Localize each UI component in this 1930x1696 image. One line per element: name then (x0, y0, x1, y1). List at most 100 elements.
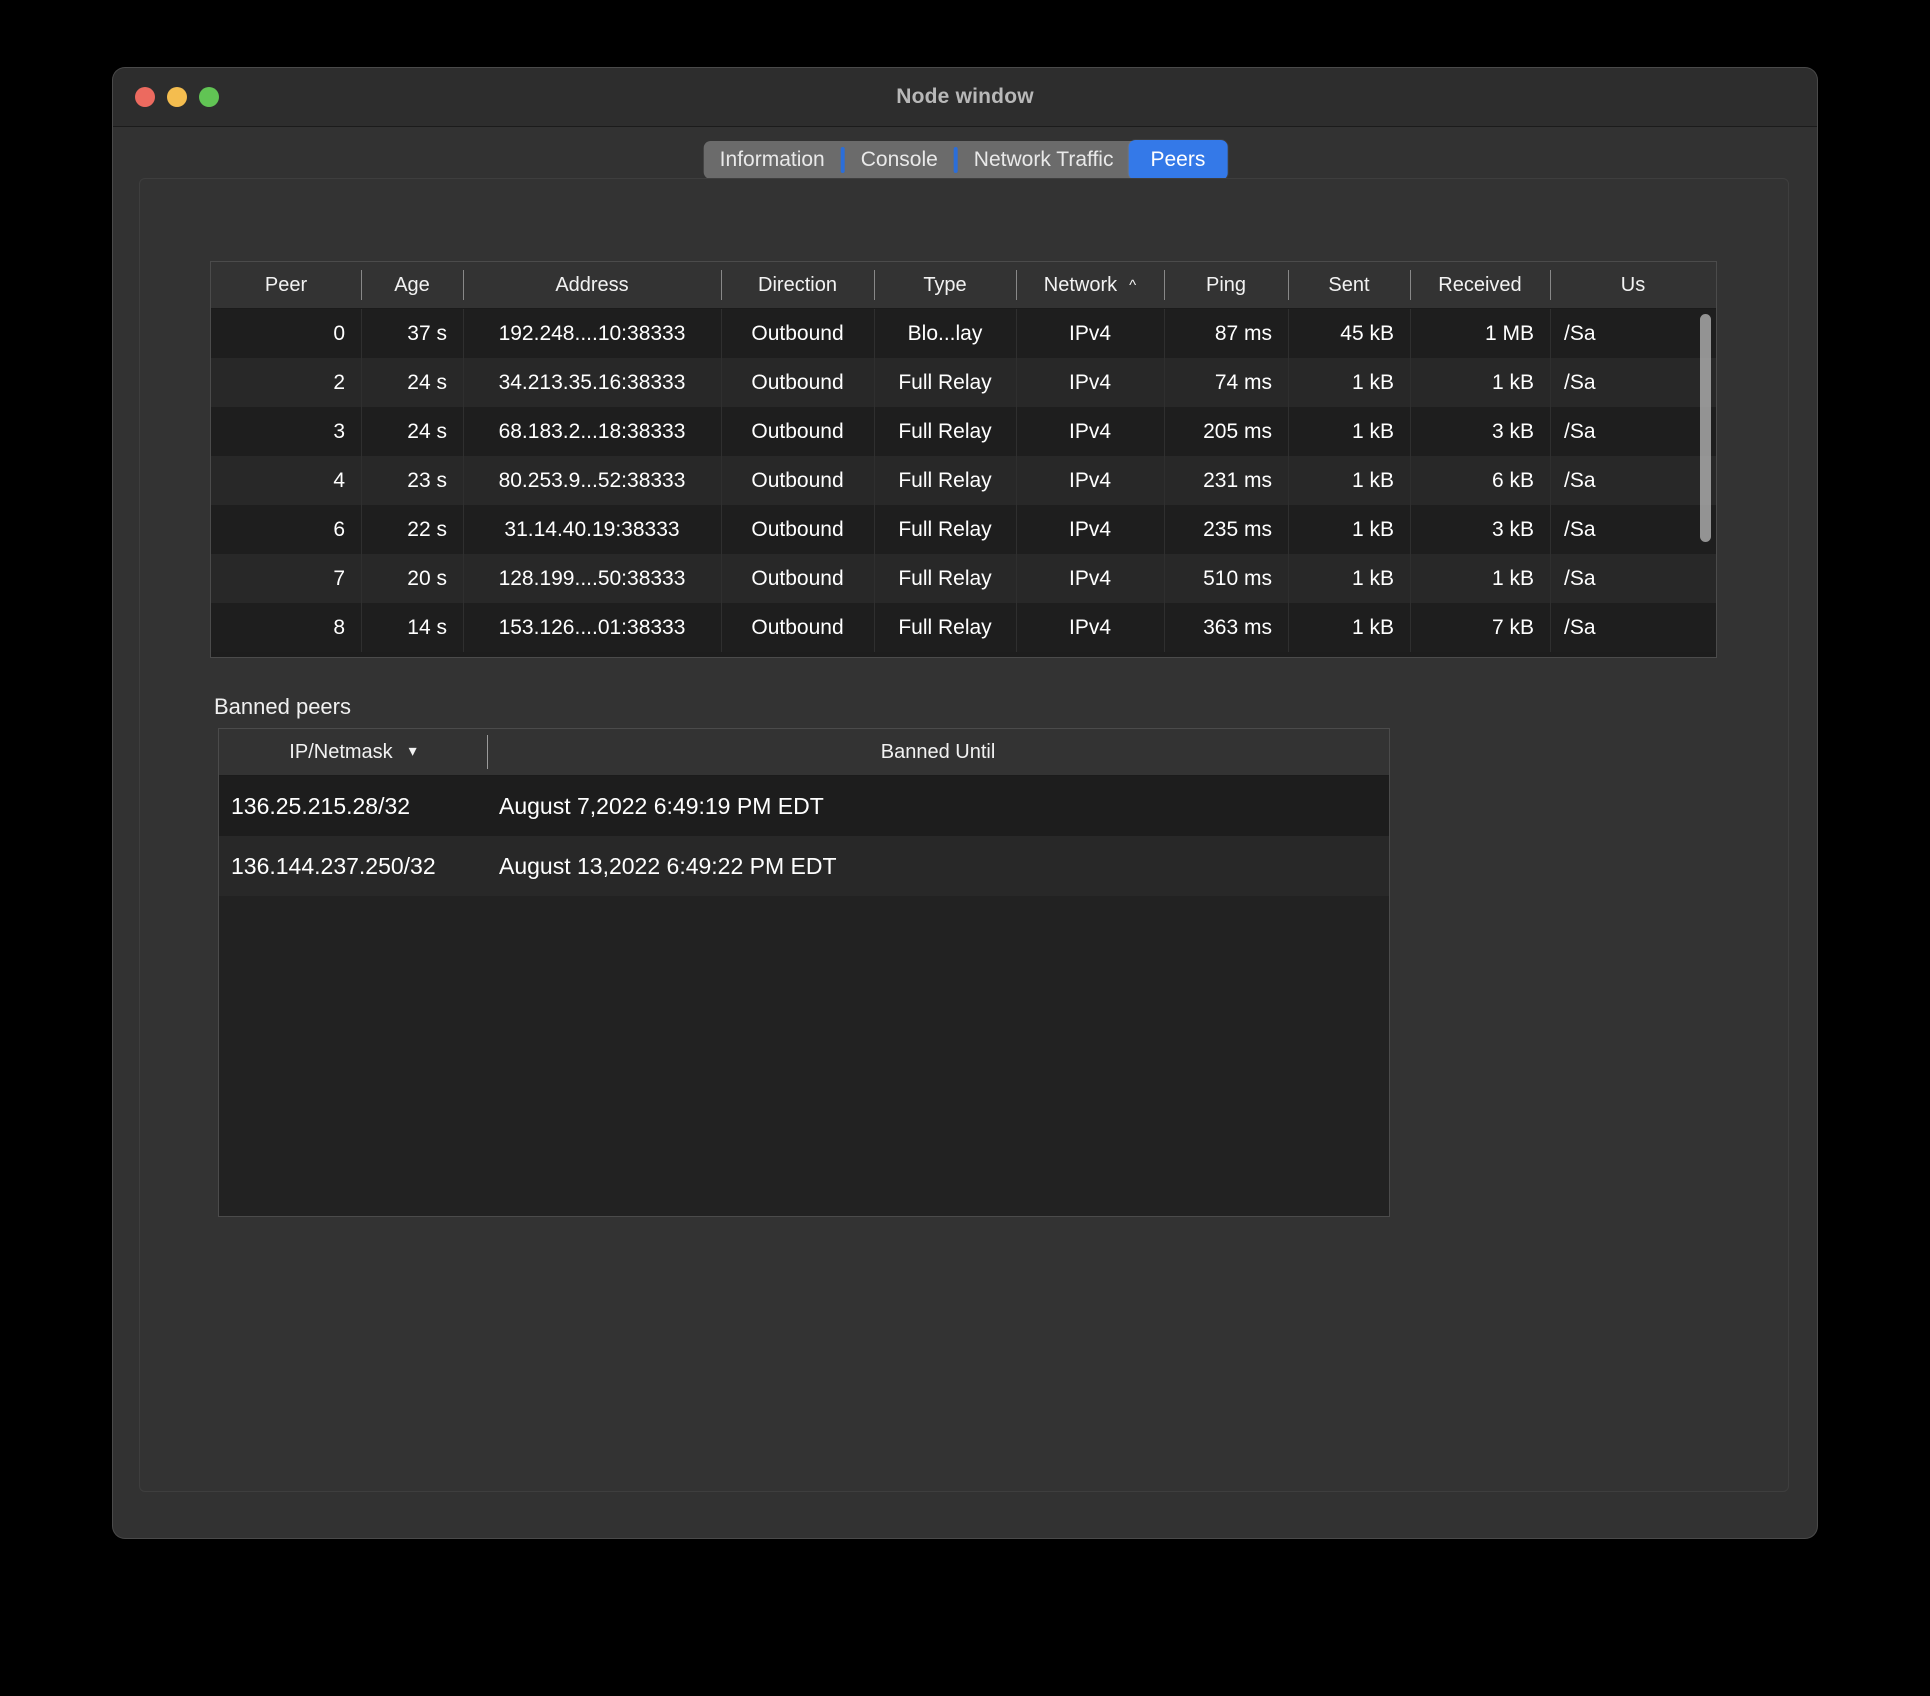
cell-ping: 205 ms (1164, 407, 1288, 456)
cell-ping: 74 ms (1164, 358, 1288, 407)
cell-user-agent: /Sa (1550, 505, 1716, 554)
column-header-network-label: Network (1043, 273, 1118, 296)
cell-ping: 510 ms (1164, 554, 1288, 603)
cell-sent: 1 kB (1288, 554, 1410, 603)
cell-user-agent: /Sa (1550, 358, 1716, 407)
cell-type: Full Relay (874, 456, 1016, 505)
column-header-address[interactable]: Address (463, 262, 721, 308)
cell-direction: Outbound (721, 358, 874, 407)
cell-age: 24 s (361, 407, 463, 456)
cell-ip-netmask: 136.144.237.250/32 (231, 852, 436, 879)
cell-peer: 7 (333, 566, 345, 590)
cell-network: IPv4 (1016, 554, 1164, 603)
cell-network: IPv4 (1016, 358, 1164, 407)
cell-peer: 8 (333, 615, 345, 639)
cell-received: 1 MB (1410, 309, 1550, 358)
cell-address: 68.183.2...18:38333 (463, 407, 721, 456)
peers-panel: Peer Age Address Direction Type Network … (139, 178, 1789, 1492)
cell-ping: 363 ms (1164, 603, 1288, 652)
cell-type: Full Relay (874, 505, 1016, 554)
cell-ping: 235 ms (1164, 505, 1288, 554)
window-title: Node window (896, 85, 1034, 108)
tab-separator-2 (953, 147, 958, 173)
peers-table-vertical-scrollbar[interactable] (1700, 314, 1711, 542)
cell-peer: 2 (333, 370, 345, 394)
column-header-type[interactable]: Type (874, 262, 1016, 308)
column-header-age[interactable]: Age (361, 262, 463, 308)
cell-direction: Outbound (721, 603, 874, 652)
sort-descending-icon: ▾ (408, 743, 417, 760)
cell-age: 20 s (361, 554, 463, 603)
close-button[interactable] (135, 87, 155, 107)
cell-type: Full Relay (874, 407, 1016, 456)
cell-user-agent: /Sa (1550, 407, 1716, 456)
cell-banned-until: August 13,2022 6:49:22 PM EDT (499, 852, 837, 879)
cell-ip-netmask: 136.25.215.28/32 (231, 792, 411, 819)
tab-information[interactable]: Information (719, 148, 825, 171)
column-header-sent[interactable]: Sent (1288, 262, 1410, 308)
column-header-ip-netmask-label: IP/Netmask (289, 740, 393, 763)
cell-user-agent: /Sa (1550, 554, 1716, 603)
table-row[interactable]: 6 22 s 31.14.40.19:38333 Outbound Full R… (211, 505, 1716, 554)
cell-age: 24 s (361, 358, 463, 407)
cell-user-agent: /Sa (1550, 309, 1716, 358)
traffic-light-group (135, 87, 219, 107)
cell-sent: 1 kB (1288, 456, 1410, 505)
list-item[interactable]: 136.25.215.28/32 August 7,2022 6:49:19 P… (219, 776, 1389, 836)
list-item[interactable]: 136.144.237.250/32 August 13,2022 6:49:2… (219, 836, 1389, 896)
cell-peer: 0 (333, 321, 345, 345)
tab-network-traffic[interactable]: Network Traffic (973, 148, 1114, 171)
cell-peer: 4 (333, 468, 345, 492)
cell-received: 7 kB (1410, 603, 1550, 652)
column-header-user-agent[interactable]: Us (1550, 262, 1716, 308)
column-header-ping[interactable]: Ping (1164, 262, 1288, 308)
cell-user-agent: /Sa (1550, 603, 1716, 652)
cell-age: 14 s (361, 603, 463, 652)
cell-sent: 1 kB (1288, 358, 1410, 407)
minimize-button[interactable] (167, 87, 187, 107)
column-header-peer[interactable]: Peer (264, 273, 308, 296)
table-row[interactable]: 8 14 s 153.126....01:38333 Outbound Full… (211, 603, 1716, 652)
peers-table-header: Peer Age Address Direction Type Network … (211, 262, 1716, 309)
cell-direction: Outbound (721, 554, 874, 603)
cell-type: Full Relay (874, 554, 1016, 603)
sort-ascending-icon: ^ (1129, 276, 1137, 294)
tab-console[interactable]: Console (860, 148, 938, 171)
column-header-received[interactable]: Received (1410, 262, 1550, 308)
node-window: Node window Information Console Network … (113, 68, 1817, 1538)
cell-direction: Outbound (721, 407, 874, 456)
cell-type: Blo...lay (874, 309, 1016, 358)
cell-address: 128.199....50:38333 (463, 554, 721, 603)
cell-address: 34.213.35.16:38333 (463, 358, 721, 407)
cell-peer: 3 (333, 419, 345, 443)
peers-table[interactable]: Peer Age Address Direction Type Network … (210, 261, 1717, 658)
column-header-banned-until[interactable]: Banned Until (487, 729, 1389, 775)
table-row[interactable]: 2 24 s 34.213.35.16:38333 Outbound Full … (211, 358, 1716, 407)
cell-received: 3 kB (1410, 505, 1550, 554)
cell-sent: 1 kB (1288, 603, 1410, 652)
cell-address: 31.14.40.19:38333 (463, 505, 721, 554)
table-row[interactable]: 3 24 s 68.183.2...18:38333 Outbound Full… (211, 407, 1716, 456)
cell-received: 6 kB (1410, 456, 1550, 505)
table-row[interactable]: 0 37 s 192.248....10:38333 Outbound Blo.… (211, 309, 1716, 358)
column-header-ip-netmask[interactable]: IP/Netmask ▾ (219, 729, 487, 775)
cell-received: 3 kB (1410, 407, 1550, 456)
cell-network: IPv4 (1016, 603, 1164, 652)
column-header-direction[interactable]: Direction (721, 262, 874, 308)
cell-direction: Outbound (721, 505, 874, 554)
cell-network: IPv4 (1016, 407, 1164, 456)
zoom-button[interactable] (199, 87, 219, 107)
banned-peers-table[interactable]: IP/Netmask ▾ Banned Until 136.25.215.28/… (218, 728, 1390, 1217)
cell-address: 80.253.9...52:38333 (463, 456, 721, 505)
cell-peer: 6 (333, 517, 345, 541)
cell-user-agent: /Sa (1550, 456, 1716, 505)
cell-type: Full Relay (874, 358, 1016, 407)
table-row[interactable]: 4 23 s 80.253.9...52:38333 Outbound Full… (211, 456, 1716, 505)
cell-age: 23 s (361, 456, 463, 505)
column-header-network[interactable]: Network ^ (1016, 262, 1164, 308)
cell-ping: 87 ms (1164, 309, 1288, 358)
tab-peers[interactable]: Peers (1128, 140, 1228, 180)
cell-received: 1 kB (1410, 554, 1550, 603)
cell-network: IPv4 (1016, 505, 1164, 554)
table-row[interactable]: 7 20 s 128.199....50:38333 Outbound Full… (211, 554, 1716, 603)
